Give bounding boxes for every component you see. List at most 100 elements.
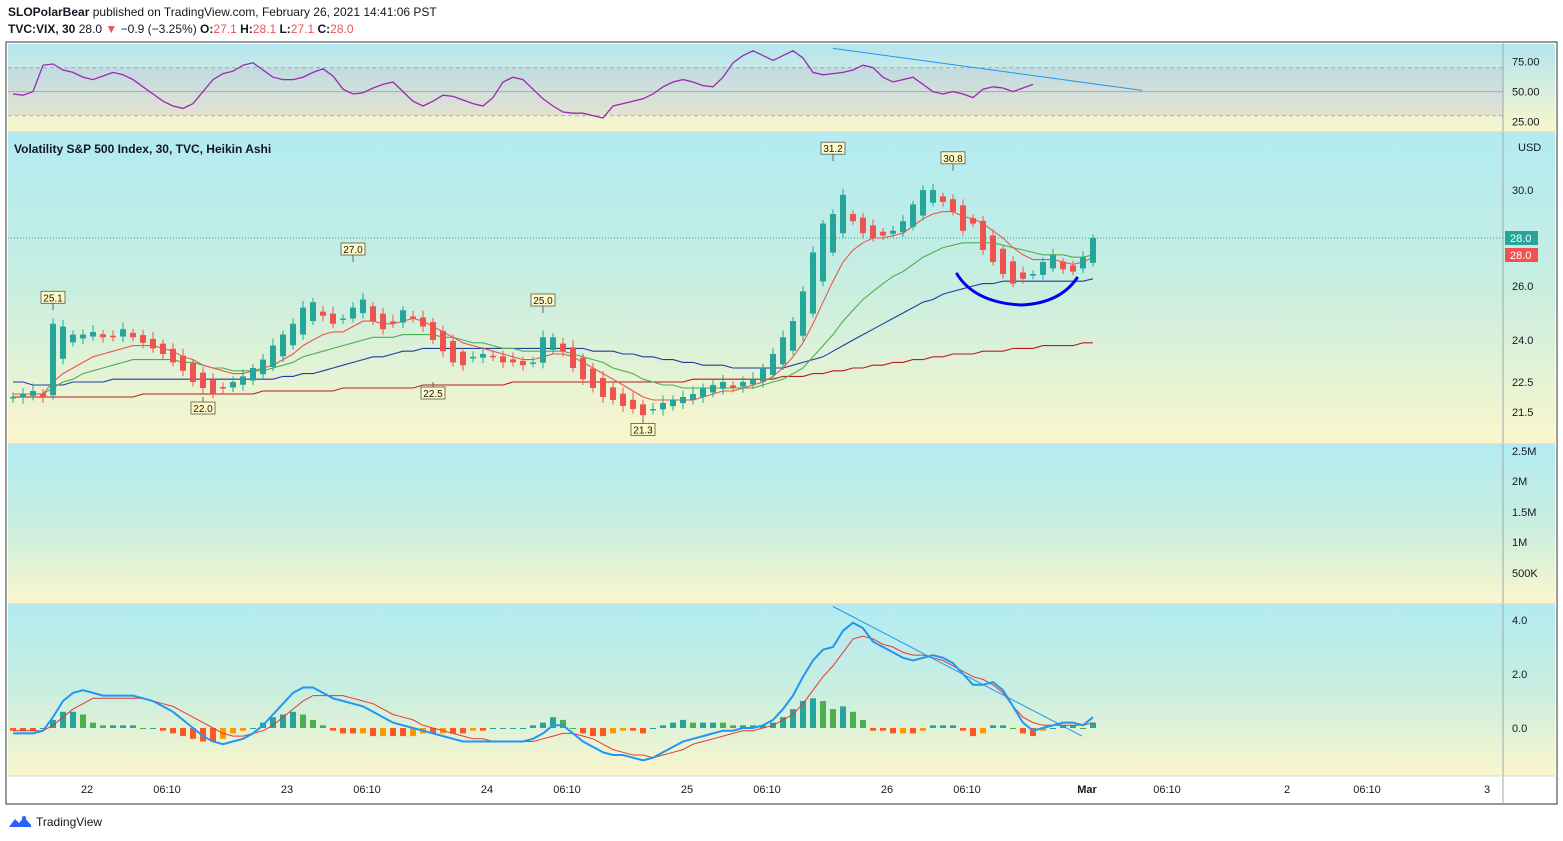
candle-body [190, 363, 196, 382]
candle-body [620, 393, 626, 406]
macd-histogram-bar [930, 725, 936, 728]
macd-histogram-bar [170, 728, 176, 734]
macd-histogram-bar [620, 728, 626, 731]
macd-histogram-bar [920, 728, 926, 731]
candle-body [430, 321, 436, 340]
macd-histogram-bar [460, 728, 466, 734]
candle-body [210, 380, 216, 394]
candle-body [140, 335, 146, 343]
price-tick-label: 22.5 [1512, 377, 1533, 389]
macd-histogram-bar [470, 728, 476, 731]
macd-histogram-bar [200, 728, 206, 742]
candle-body [550, 337, 556, 350]
rsi-panel[interactable]: 75.00 50.00 25.00 [8, 47, 1540, 129]
macd-histogram-bar [100, 725, 106, 728]
last-price: 28.0 [78, 22, 103, 36]
extreme-label: 25.0 [533, 296, 553, 307]
candle-body [10, 397, 16, 399]
candle-body [680, 397, 686, 404]
time-tick-label: 2 [1284, 784, 1290, 796]
time-tick-label: 06:10 [1153, 784, 1181, 796]
macd-histogram-bar [950, 725, 956, 728]
macd-histogram-bar [240, 728, 246, 731]
candle-body [80, 334, 86, 339]
macd-histogram-bar [230, 728, 236, 734]
candle-body [750, 379, 756, 385]
macd-histogram-bar [700, 722, 706, 728]
macd-histogram-bar [90, 722, 96, 728]
volume-background [8, 444, 1503, 604]
candle-body [820, 223, 826, 282]
time-tick-label: Mar [1077, 784, 1097, 796]
candle-body [540, 337, 546, 363]
candle-body [220, 386, 226, 389]
candle-body [970, 218, 976, 224]
candle-body [510, 359, 516, 363]
time-tick-label: 06:10 [953, 784, 981, 796]
candle-body [930, 190, 936, 203]
macd-histogram-bar [120, 725, 126, 728]
candle-body [400, 310, 406, 323]
macd-histogram-bar [820, 701, 826, 728]
macd-histogram-bar [710, 722, 716, 728]
candle-body [390, 321, 396, 324]
macd-histogram-bar [1030, 728, 1036, 737]
candle-body [560, 343, 566, 352]
candle-body [1010, 261, 1016, 284]
high-value: 28.1 [252, 22, 277, 36]
volume-tick-label: 2M [1512, 476, 1527, 488]
macd-histogram-bar [360, 728, 366, 734]
macd-histogram-bar [740, 725, 746, 728]
macd-histogram-bar [110, 725, 116, 728]
tradingview-logo-icon [9, 816, 31, 827]
footer-brand[interactable]: TradingView [8, 815, 102, 829]
macd-histogram-bar [860, 719, 866, 728]
candle-body [110, 335, 116, 338]
main-chart-title: Volatility S&P 500 Index, 30, TVC, Heiki… [14, 142, 271, 156]
candle-body [1040, 262, 1046, 275]
candle-body [910, 204, 916, 227]
extreme-label: 31.2 [823, 144, 843, 155]
macd-histogram-bar [730, 725, 736, 728]
candle-body [270, 345, 276, 367]
macd-histogram-bar [70, 711, 76, 728]
macd-histogram-bar [1090, 722, 1096, 728]
volume-tick-label: 1M [1512, 537, 1527, 549]
candle-body [660, 403, 666, 410]
candle-body [610, 387, 616, 400]
candle-body [980, 220, 986, 250]
candle-body [710, 385, 716, 393]
macd-panel[interactable]: 4.0 2.0 0.0 [10, 606, 1527, 762]
candle-body [600, 378, 606, 397]
macd-histogram-bar [380, 728, 386, 737]
macd-histogram-bar [910, 728, 916, 734]
macd-histogram-bar [900, 728, 906, 734]
candle-body [520, 360, 526, 366]
macd-histogram-bar [780, 717, 786, 728]
macd-tick-label: 0.0 [1512, 723, 1527, 735]
candle-body [460, 351, 466, 366]
macd-histogram-bar [400, 728, 406, 737]
candle-body [470, 356, 476, 359]
macd-histogram-bar [1010, 728, 1016, 729]
macd-histogram-bar [330, 728, 336, 731]
close-value: 28.0 [330, 22, 354, 36]
candle-body [200, 372, 206, 388]
macd-histogram-bar [60, 711, 66, 728]
macd-histogram-bar [670, 722, 676, 728]
macd-histogram-bar [830, 709, 836, 728]
volume-panel[interactable]: 2.5M 2M 1.5M 1M 500K [1512, 446, 1538, 580]
candle-body [100, 334, 106, 338]
candle-body [360, 299, 366, 314]
candle-body [120, 329, 126, 337]
candle-body [580, 357, 586, 380]
price-panel[interactable]: 25.1 22.0 27.0 22.5 25.0 21.3 31.2 30.8 USD 30.0 2… [8, 141, 1541, 436]
macd-histogram-bar [150, 728, 156, 729]
candle-body [230, 382, 236, 388]
candle-body [440, 330, 446, 352]
publisher-name[interactable]: SLOPolarBear [8, 5, 90, 19]
price-tick-label: 30.0 [1512, 185, 1533, 197]
macd-histogram-bar [750, 725, 756, 728]
candle-body [770, 354, 776, 375]
